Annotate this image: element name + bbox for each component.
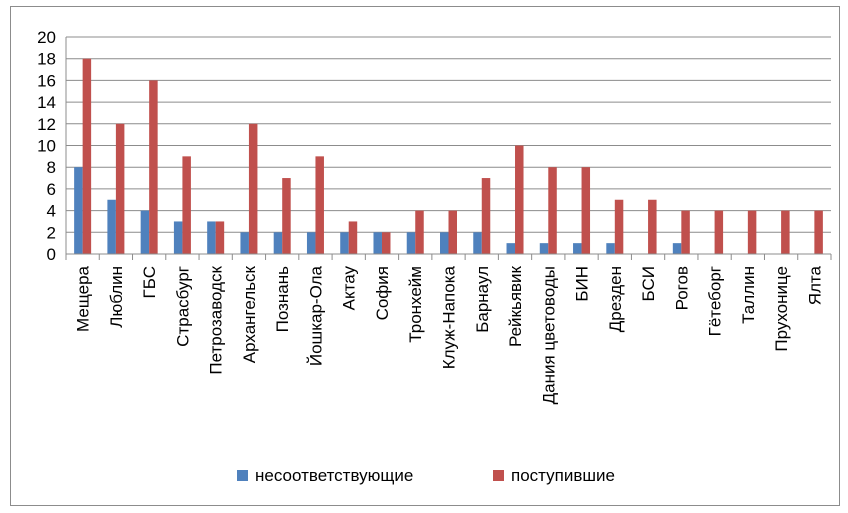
bar-received (315, 156, 324, 254)
y-tick-label: 2 (47, 223, 56, 242)
legend-label-received: поступившие (511, 466, 615, 485)
bar-nonconforming (74, 167, 83, 254)
bar-received (814, 210, 823, 254)
x-tick-label: Актау (340, 266, 359, 311)
bar-nonconforming (672, 243, 682, 254)
bar-nonconforming (107, 199, 116, 254)
x-tick-label: Таллин (739, 266, 758, 324)
bar-nonconforming (406, 232, 416, 254)
x-tick-label: Люблин (107, 266, 126, 328)
bar-received (747, 210, 757, 254)
x-tick-label: ГБС (140, 266, 159, 298)
bar-received (149, 80, 158, 255)
bar-received (348, 221, 358, 254)
bar-received (648, 199, 657, 254)
bar-received (115, 123, 125, 254)
chart-area (10, 6, 840, 506)
bar-received (448, 210, 457, 254)
bar-received (515, 145, 524, 254)
bar-received (82, 58, 92, 255)
x-tick-label: Мещера (74, 265, 93, 332)
x-tick-label: Архангельск (240, 265, 259, 363)
bar-nonconforming (506, 243, 516, 254)
y-tick-label: 0 (47, 245, 56, 264)
x-tick-label: Дания цветоводы (539, 266, 558, 404)
x-tick-label: Рогов (672, 266, 691, 310)
x-tick-label: Прухонице (772, 266, 791, 352)
legend-swatch-nonconforming (237, 470, 248, 481)
bar-received (248, 123, 258, 254)
bar-received (481, 178, 491, 254)
y-tick-label: 6 (47, 180, 56, 199)
x-tick-label: София (373, 266, 392, 320)
bar-received (548, 167, 557, 254)
y-tick-label: 14 (37, 93, 56, 112)
bar-received (381, 232, 391, 254)
x-tick-label: БСИ (639, 266, 658, 301)
bar-received (282, 178, 291, 254)
y-tick-label: 20 (37, 28, 56, 47)
bar-nonconforming (173, 221, 183, 254)
bar-received (681, 210, 690, 254)
legend-label-nonconforming: несоответствующие (255, 466, 413, 485)
bar-nonconforming (606, 243, 615, 254)
bar-nonconforming (140, 210, 150, 254)
y-tick-label: 12 (37, 115, 56, 134)
legend-swatch-received (493, 470, 504, 481)
bar-nonconforming (573, 243, 582, 254)
bar-nonconforming (340, 232, 349, 254)
x-tick-label: Гётеборг (706, 266, 725, 336)
bar-nonconforming (273, 232, 283, 254)
bar-nonconforming (373, 232, 382, 254)
bar-received (415, 210, 424, 254)
bar-nonconforming (306, 232, 316, 254)
x-tick-label: Страсбург (173, 266, 192, 347)
x-tick-label: Дрезден (606, 266, 625, 332)
bar-nonconforming (473, 232, 482, 254)
bar-nonconforming (539, 243, 549, 254)
x-tick-label: Барнаул (473, 266, 492, 333)
x-tick-label: Йошкар-Ола (306, 265, 325, 366)
bar-received (614, 199, 624, 254)
x-tick-label: Клуж-Напока (440, 265, 459, 369)
bar-received (182, 156, 191, 254)
y-tick-label: 18 (37, 50, 56, 69)
x-tick-label: Ялта (805, 265, 824, 305)
y-tick-label: 4 (47, 202, 56, 221)
bar-nonconforming (207, 221, 216, 254)
bar-received (215, 221, 225, 254)
bar-nonconforming (240, 232, 249, 254)
x-tick-label: Петрозаводск (207, 265, 226, 374)
y-tick-label: 16 (37, 71, 56, 90)
bar-received (581, 167, 591, 254)
bar-received (781, 210, 790, 254)
y-tick-label: 10 (37, 137, 56, 156)
x-tick-label: Рейкьявик (506, 265, 525, 347)
bar-nonconforming (440, 232, 449, 254)
x-tick-label: Познань (273, 266, 292, 333)
x-tick-label: БИН (573, 266, 592, 302)
x-tick-label: Тронхейм (406, 266, 425, 343)
y-tick-label: 8 (47, 158, 56, 177)
bar-received (714, 210, 724, 254)
